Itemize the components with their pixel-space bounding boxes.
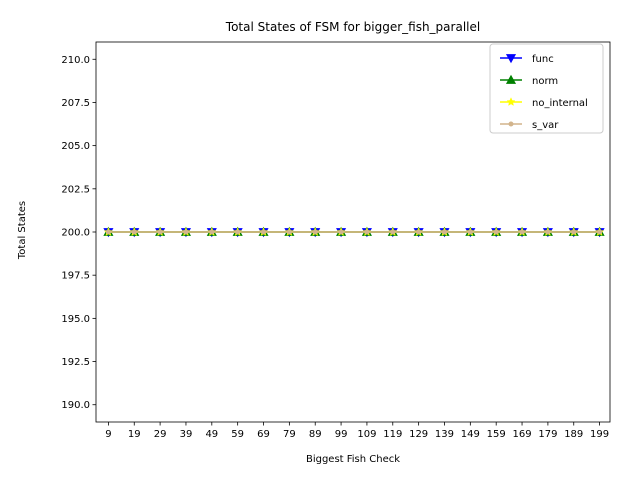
y-axis-label: Total States xyxy=(17,201,28,260)
legend-label: norm xyxy=(532,76,558,87)
data-point-s_var xyxy=(235,229,241,235)
x-axis-label: Biggest Fish Check xyxy=(306,454,400,465)
x-tick-label: 29 xyxy=(154,429,167,440)
x-tick-label: 49 xyxy=(205,429,218,440)
x-tick-label: 139 xyxy=(435,429,454,440)
y-tick-label: 210.0 xyxy=(61,55,90,66)
x-tick-label: 39 xyxy=(180,429,193,440)
legend-marker xyxy=(508,121,514,127)
data-point-s_var xyxy=(416,229,422,235)
data-point-s_var xyxy=(519,229,525,235)
x-tick-label: 179 xyxy=(538,429,557,440)
x-tick-label: 159 xyxy=(487,429,506,440)
data-point-s_var xyxy=(597,229,603,235)
data-point-s_var xyxy=(131,229,137,235)
legend-marker xyxy=(506,97,516,106)
x-tick-label: 9 xyxy=(105,429,111,440)
x-tick-label: 169 xyxy=(512,429,531,440)
x-tick-label: 89 xyxy=(309,429,322,440)
x-tick-label: 199 xyxy=(590,429,609,440)
data-point-s_var xyxy=(545,229,551,235)
legend-marker xyxy=(505,54,517,64)
y-tick-label: 197.5 xyxy=(61,271,90,282)
data-point-s_var xyxy=(493,229,499,235)
x-tick-label: 129 xyxy=(409,429,428,440)
legend: func norm no_internal s_var xyxy=(489,43,604,134)
data-point-s_var xyxy=(261,229,267,235)
y-tick-label: 200.0 xyxy=(61,228,90,239)
data-point-s_var xyxy=(312,229,318,235)
x-tick-label: 59 xyxy=(231,429,244,440)
data-point-s_var xyxy=(157,229,163,235)
y-tick-label: 207.5 xyxy=(61,98,90,109)
x-tick-label: 69 xyxy=(257,429,270,440)
x-tick-label: 109 xyxy=(357,429,376,440)
y-tick-label: 192.5 xyxy=(61,357,90,368)
x-tick-label: 149 xyxy=(461,429,480,440)
data-point-s_var xyxy=(364,229,370,235)
x-tick-label: 119 xyxy=(383,429,402,440)
legend-label: s_var xyxy=(532,120,559,131)
x-tick-label: 189 xyxy=(564,429,583,440)
y-tick-label: 205.0 xyxy=(61,141,90,152)
data-point-s_var xyxy=(338,229,344,235)
legend-item-no_internal: no_internal xyxy=(500,97,588,109)
x-axis-ticks: 9 19 29 39 49 59 69 79 89 99 109 119 129 139 149 159 169… xyxy=(105,422,609,440)
data-point-s_var xyxy=(467,229,473,235)
chart-title: Total States of FSM for bigger_fish_para… xyxy=(225,20,480,34)
legend-label: no_internal xyxy=(532,98,588,109)
data-point-s_var xyxy=(571,229,577,235)
data-point-s_var xyxy=(390,229,396,235)
x-tick-label: 19 xyxy=(128,429,141,440)
series-s_var xyxy=(105,229,603,235)
data-point-s_var xyxy=(183,229,189,235)
legend-label: func xyxy=(532,54,554,65)
y-axis-ticks: 190.0 192.5 195.0 197.5 200.0 202.5 205.0 207.5… xyxy=(61,55,96,411)
x-tick-label: 79 xyxy=(283,429,296,440)
legend-item-s_var: s_var xyxy=(500,120,559,131)
legend-item-func: func xyxy=(500,54,554,65)
data-point-s_var xyxy=(286,229,292,235)
x-tick-label: 99 xyxy=(335,429,348,440)
legend-marker xyxy=(505,74,517,84)
data-point-s_var xyxy=(105,229,111,235)
data-point-s_var xyxy=(209,229,215,235)
legend-box xyxy=(489,43,604,134)
series-group xyxy=(103,226,605,238)
y-tick-label: 195.0 xyxy=(61,314,90,325)
legend-item-norm: norm xyxy=(500,74,558,87)
y-tick-label: 190.0 xyxy=(61,400,90,411)
data-point-s_var xyxy=(441,229,447,235)
y-tick-label: 202.5 xyxy=(61,184,90,195)
